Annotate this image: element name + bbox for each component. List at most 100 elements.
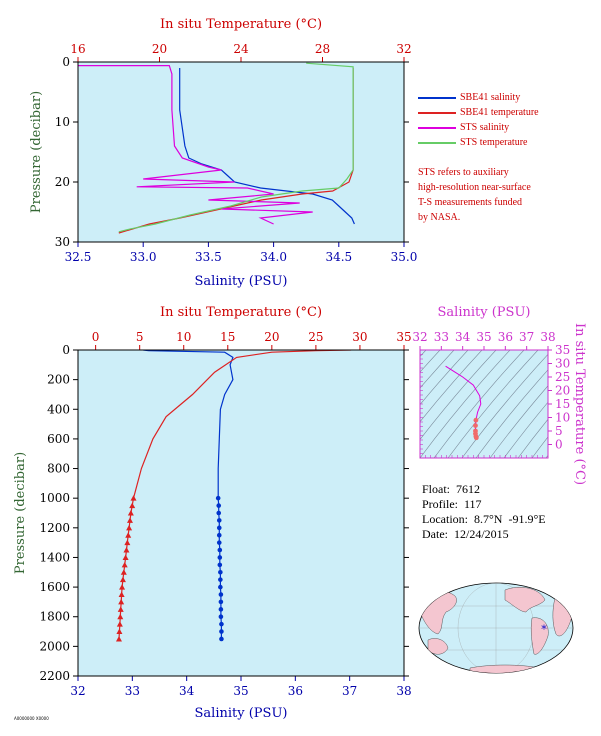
pressure-tick-label: 2200 [39, 669, 70, 683]
salinity-marker [219, 629, 224, 634]
sts-note: STS refers to auxiliary high-resolution … [418, 165, 593, 225]
salinity-marker [216, 503, 222, 508]
salinity-tick-label: 34 [179, 684, 195, 698]
pressure-tick-label: 1000 [39, 491, 70, 505]
pressure-tick-label: 0 [62, 343, 70, 357]
temperature-marker [127, 510, 134, 516]
density-contour [420, 350, 511, 458]
profile-number: Profile: 117 [422, 497, 482, 511]
ts-temperature-tick-label: 10 [555, 411, 570, 425]
top-pressure-title: Pressure (decibar) [29, 91, 44, 213]
ts-plot-frame [419, 349, 549, 459]
salinity-tick-label: 32.5 [65, 250, 92, 264]
salinity-tick-label: 32 [70, 684, 85, 698]
legend-item: STS salinity [418, 120, 539, 135]
main-salinity-ticks: 32 33 34 35 36 37 38 [70, 676, 412, 698]
ts-point [473, 423, 478, 428]
temperature-tick-label: 10 [176, 330, 191, 344]
salinity-marker [215, 495, 221, 501]
float-id: Float: 7612 [422, 482, 481, 496]
temperature-tick-label: 20 [152, 42, 167, 56]
top-temperature-title: In situ Temperature (°C) [160, 17, 322, 32]
ts-temperature-tick-label: 5 [555, 424, 563, 438]
pressure-tick-label: 1600 [39, 580, 70, 594]
salinity-marker [218, 569, 223, 575]
salinity-marker [218, 614, 224, 620]
legend-swatch-sts-temperature [418, 141, 456, 144]
float-location-marker: * [541, 623, 547, 636]
ts-temperature-tick-label: 15 [555, 397, 570, 411]
temperature-marker [118, 591, 125, 597]
profile-date: Date: 12/24/2015 [422, 527, 509, 541]
pressure-tick-label: 1400 [39, 550, 70, 564]
top-salinity-title: Salinity (PSU) [195, 274, 288, 289]
pressure-tick-label: 0 [62, 55, 70, 69]
salinity-marker [218, 577, 223, 582]
salinity-marker [216, 510, 222, 516]
temperature-marker [117, 606, 124, 612]
density-contour [447, 350, 539, 458]
temperature-tick-label: 15 [220, 330, 235, 344]
map-land [419, 583, 573, 673]
temperature-marker [130, 495, 137, 501]
legend-label: SBE41 temperature [460, 107, 539, 118]
main-panel: In situ Temperature (°C) 0 5 10 15 20 25 30 35 … [13, 305, 412, 721]
top-pressure-ticks: 0 10 20 30 [55, 55, 409, 249]
temperature-marker [119, 584, 126, 590]
note-line: high-resolution near-surface [418, 182, 531, 193]
legend: SBE41 salinity SBE41 temperature STS sal… [418, 90, 539, 150]
temperature-marker [116, 621, 123, 627]
legend-item: SBE41 salinity [418, 90, 539, 105]
temperature-marker [123, 547, 130, 553]
density-contour [489, 385, 548, 458]
ts-salinity-tick-label: 33 [434, 330, 449, 344]
float-info: Float: 7612 Profile: 117 Location: 8.7°N… [422, 482, 546, 542]
salinity-tick-label: 33.0 [130, 250, 157, 264]
main-plot-frame [77, 349, 405, 677]
ts-salinity-tick-label: 36 [498, 330, 513, 344]
temperature-tick-label: 28 [315, 42, 330, 56]
ts-salinity-title: Salinity (PSU) [438, 305, 531, 320]
ts-temperature-tick-label: 20 [555, 384, 570, 398]
main-pressure-title: Pressure (decibar) [13, 452, 28, 574]
density-contour [420, 350, 483, 423]
salinity-tick-label: 35.0 [391, 250, 418, 264]
main-temperature-title: In situ Temperature (°C) [160, 305, 322, 320]
temperature-marker [121, 561, 128, 568]
temperature-marker [126, 517, 133, 523]
map-landmass-north-america [504, 587, 546, 613]
salinity-tick-label: 36 [288, 684, 303, 698]
top-plot-frame [77, 61, 405, 243]
density-contour [420, 350, 497, 440]
density-contour [420, 350, 441, 373]
top-salinity-ticks: 32.5 33.0 33.5 34.0 34.5 35.0 [65, 242, 418, 264]
temperature-tick-label: 20 [264, 330, 279, 344]
top-temperature-ticks: 16 20 24 28 32 [70, 42, 412, 62]
density-contour [503, 401, 548, 458]
legend-swatch-sbe-temperature [418, 111, 456, 114]
legend-item: SBE41 temperature [418, 105, 539, 120]
float-location: Location: 8.7°N -91.9°E [422, 512, 546, 526]
density-contour [420, 350, 455, 389]
density-contour [517, 418, 548, 458]
pressure-tick-label: 800 [47, 462, 70, 476]
top-panel: In situ Temperature (°C) 16 20 24 28 32 32.5… [29, 17, 417, 289]
density-contour [588, 350, 601, 458]
temperature-marker [129, 502, 136, 509]
salinity-tick-label: 35 [233, 684, 248, 698]
ts-temperature-tick-label: 0 [555, 438, 563, 452]
salinity-tick-label: 37 [342, 684, 357, 698]
temperature-marker [125, 532, 132, 538]
density-contour [461, 353, 548, 458]
salinity-marker [216, 518, 222, 523]
legend-item: STS temperature [418, 135, 539, 150]
salinity-tick-label: 38 [396, 684, 411, 698]
legend-swatch-sts-salinity [418, 126, 456, 129]
ts-panel: Salinity (PSU) In situ Temperature (°C) … [412, 305, 601, 485]
salinity-marker [219, 621, 224, 627]
salinity-marker [216, 525, 222, 531]
main-series [115, 350, 352, 642]
temperature-marker [119, 576, 126, 583]
pressure-tick-label: 10 [55, 115, 70, 129]
ts-temperature-tick-label: 30 [555, 357, 570, 371]
